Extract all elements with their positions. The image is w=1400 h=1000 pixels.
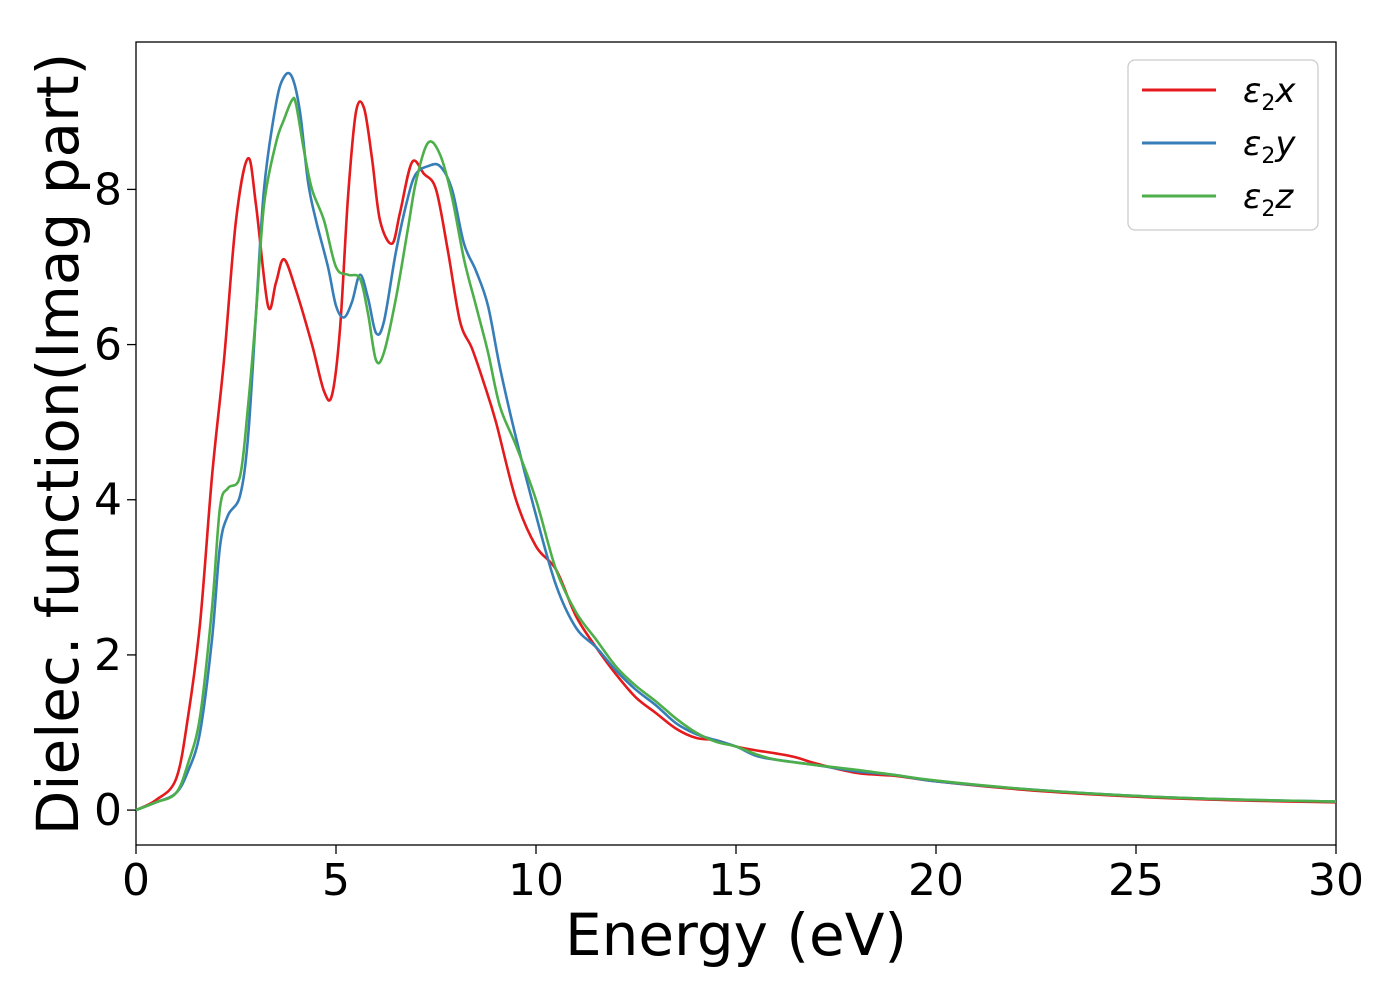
x-tick-label: 20 xyxy=(908,855,964,906)
series-line-e2z xyxy=(135,96,1337,812)
legend: ε2x ε2y ε2z xyxy=(1127,59,1319,231)
x-axis-title: Energy (eV) xyxy=(565,901,907,969)
x-tick-label: 0 xyxy=(122,855,150,906)
x-tick-label: 5 xyxy=(322,855,350,906)
legend-label-z: ε2z xyxy=(1243,177,1294,222)
legend-label-y: ε2y xyxy=(1243,124,1296,169)
legend-box xyxy=(1127,59,1319,231)
y-tick-label: 8 xyxy=(94,164,122,215)
legend-label-x: ε2x xyxy=(1243,71,1296,116)
y-tick-label: 4 xyxy=(94,475,122,526)
axis-ticks: 0 5 10 15 20 25 30 0 2 4 6 8 xyxy=(94,164,1364,906)
x-tick-label: 15 xyxy=(708,855,764,906)
y-tick-label: 2 xyxy=(94,630,122,681)
x-tick-label: 10 xyxy=(508,855,564,906)
x-tick-label: 25 xyxy=(1108,855,1164,906)
y-tick-label: 6 xyxy=(94,320,122,371)
y-axis-title: Dielec. function(Imag part) xyxy=(24,53,92,836)
y-tick-label: 0 xyxy=(94,785,122,836)
series-line-e2x xyxy=(135,100,1337,812)
series-lines xyxy=(135,71,1337,812)
x-tick-label: 30 xyxy=(1308,855,1364,906)
